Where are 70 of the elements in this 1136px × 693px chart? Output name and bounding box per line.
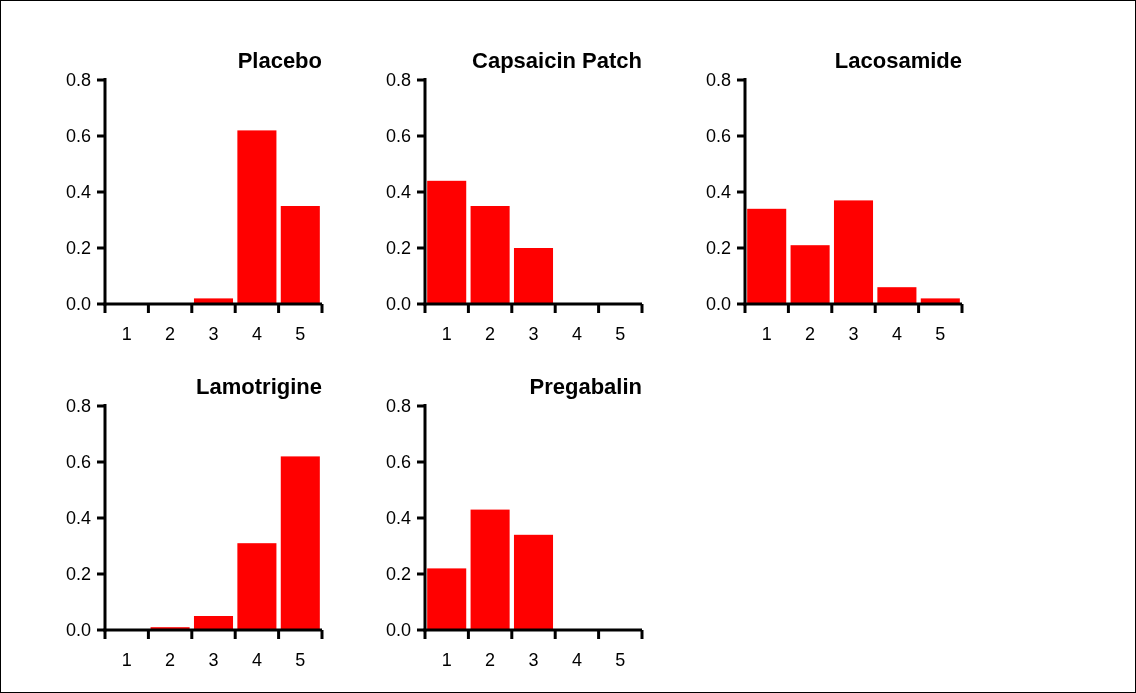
- x-tick-label: 2: [165, 650, 176, 670]
- x-tick-label: 1: [121, 324, 132, 344]
- y-tick-label: 0.6: [65, 126, 91, 147]
- x-tick-label: 5: [295, 650, 306, 670]
- x-tick-label: 4: [251, 650, 262, 670]
- x-tick-label: 3: [208, 650, 219, 670]
- y-tick-label: 0.2: [385, 564, 411, 585]
- bar: [193, 616, 234, 630]
- bar: [237, 543, 277, 630]
- y-tick-label: 0.8: [65, 396, 91, 417]
- x-tick-label: 1: [121, 650, 132, 670]
- y-tick-label: 0.2: [385, 238, 411, 259]
- chart-title: Pregabalin: [529, 374, 642, 399]
- x-tick-label: 4: [891, 324, 902, 344]
- bar: [470, 206, 510, 304]
- bar: [427, 568, 467, 630]
- x-tick-label: 5: [615, 324, 626, 344]
- x-tick-label: 4: [571, 650, 582, 670]
- y-tick-label: 0.2: [65, 238, 91, 259]
- y-tick-label: 0.4: [385, 508, 411, 529]
- x-tick-label: 2: [165, 324, 176, 344]
- chart-title: Lamotrigine: [196, 374, 322, 399]
- bar: [427, 180, 467, 304]
- x-tick-label: 5: [615, 650, 626, 670]
- bar: [790, 245, 830, 304]
- x-tick-label: 1: [441, 650, 452, 670]
- y-tick-label: 0.4: [65, 182, 91, 203]
- x-tick-label: 5: [295, 324, 306, 344]
- y-tick-label: 0.6: [65, 452, 91, 473]
- x-tick-label: 3: [848, 324, 859, 344]
- chart-title: Lacosamide: [834, 48, 962, 73]
- y-tick-label: 0.0: [385, 294, 411, 315]
- y-tick-label: 0.0: [385, 620, 411, 641]
- x-tick-label: 3: [208, 324, 219, 344]
- chart-title: Capsaicin Patch: [472, 48, 642, 73]
- bar: [747, 208, 787, 304]
- x-tick-label: 2: [805, 324, 816, 344]
- x-tick-label: 4: [251, 324, 262, 344]
- y-tick-label: 0.2: [65, 564, 91, 585]
- bar: [513, 248, 554, 304]
- y-tick-label: 0.2: [705, 238, 731, 259]
- x-tick-label: 3: [528, 650, 539, 670]
- bar: [280, 456, 320, 630]
- chart-title: Placebo: [237, 48, 322, 73]
- y-tick-label: 0.0: [705, 294, 731, 315]
- y-tick-label: 0.6: [385, 452, 411, 473]
- x-tick-label: 3: [528, 324, 539, 344]
- x-tick-label: 1: [441, 324, 452, 344]
- bar: [237, 130, 277, 304]
- y-tick-label: 0.4: [65, 508, 91, 529]
- bar: [280, 206, 320, 304]
- y-tick-label: 0.4: [705, 182, 731, 203]
- y-tick-label: 0.0: [65, 294, 91, 315]
- y-tick-label: 0.4: [385, 182, 411, 203]
- y-tick-label: 0.8: [385, 396, 411, 417]
- x-tick-label: 4: [571, 324, 582, 344]
- bar: [833, 200, 874, 304]
- y-tick-label: 0.0: [65, 620, 91, 641]
- y-tick-label: 0.8: [385, 70, 411, 91]
- x-tick-label: 1: [761, 324, 772, 344]
- bar: [877, 287, 917, 304]
- y-tick-label: 0.8: [705, 70, 731, 91]
- bar: [470, 509, 510, 630]
- bar: [513, 534, 554, 630]
- y-tick-label: 0.6: [385, 126, 411, 147]
- x-tick-label: 2: [485, 650, 496, 670]
- x-tick-label: 5: [935, 324, 946, 344]
- y-tick-label: 0.8: [65, 70, 91, 91]
- x-tick-label: 2: [485, 324, 496, 344]
- y-tick-label: 0.6: [705, 126, 731, 147]
